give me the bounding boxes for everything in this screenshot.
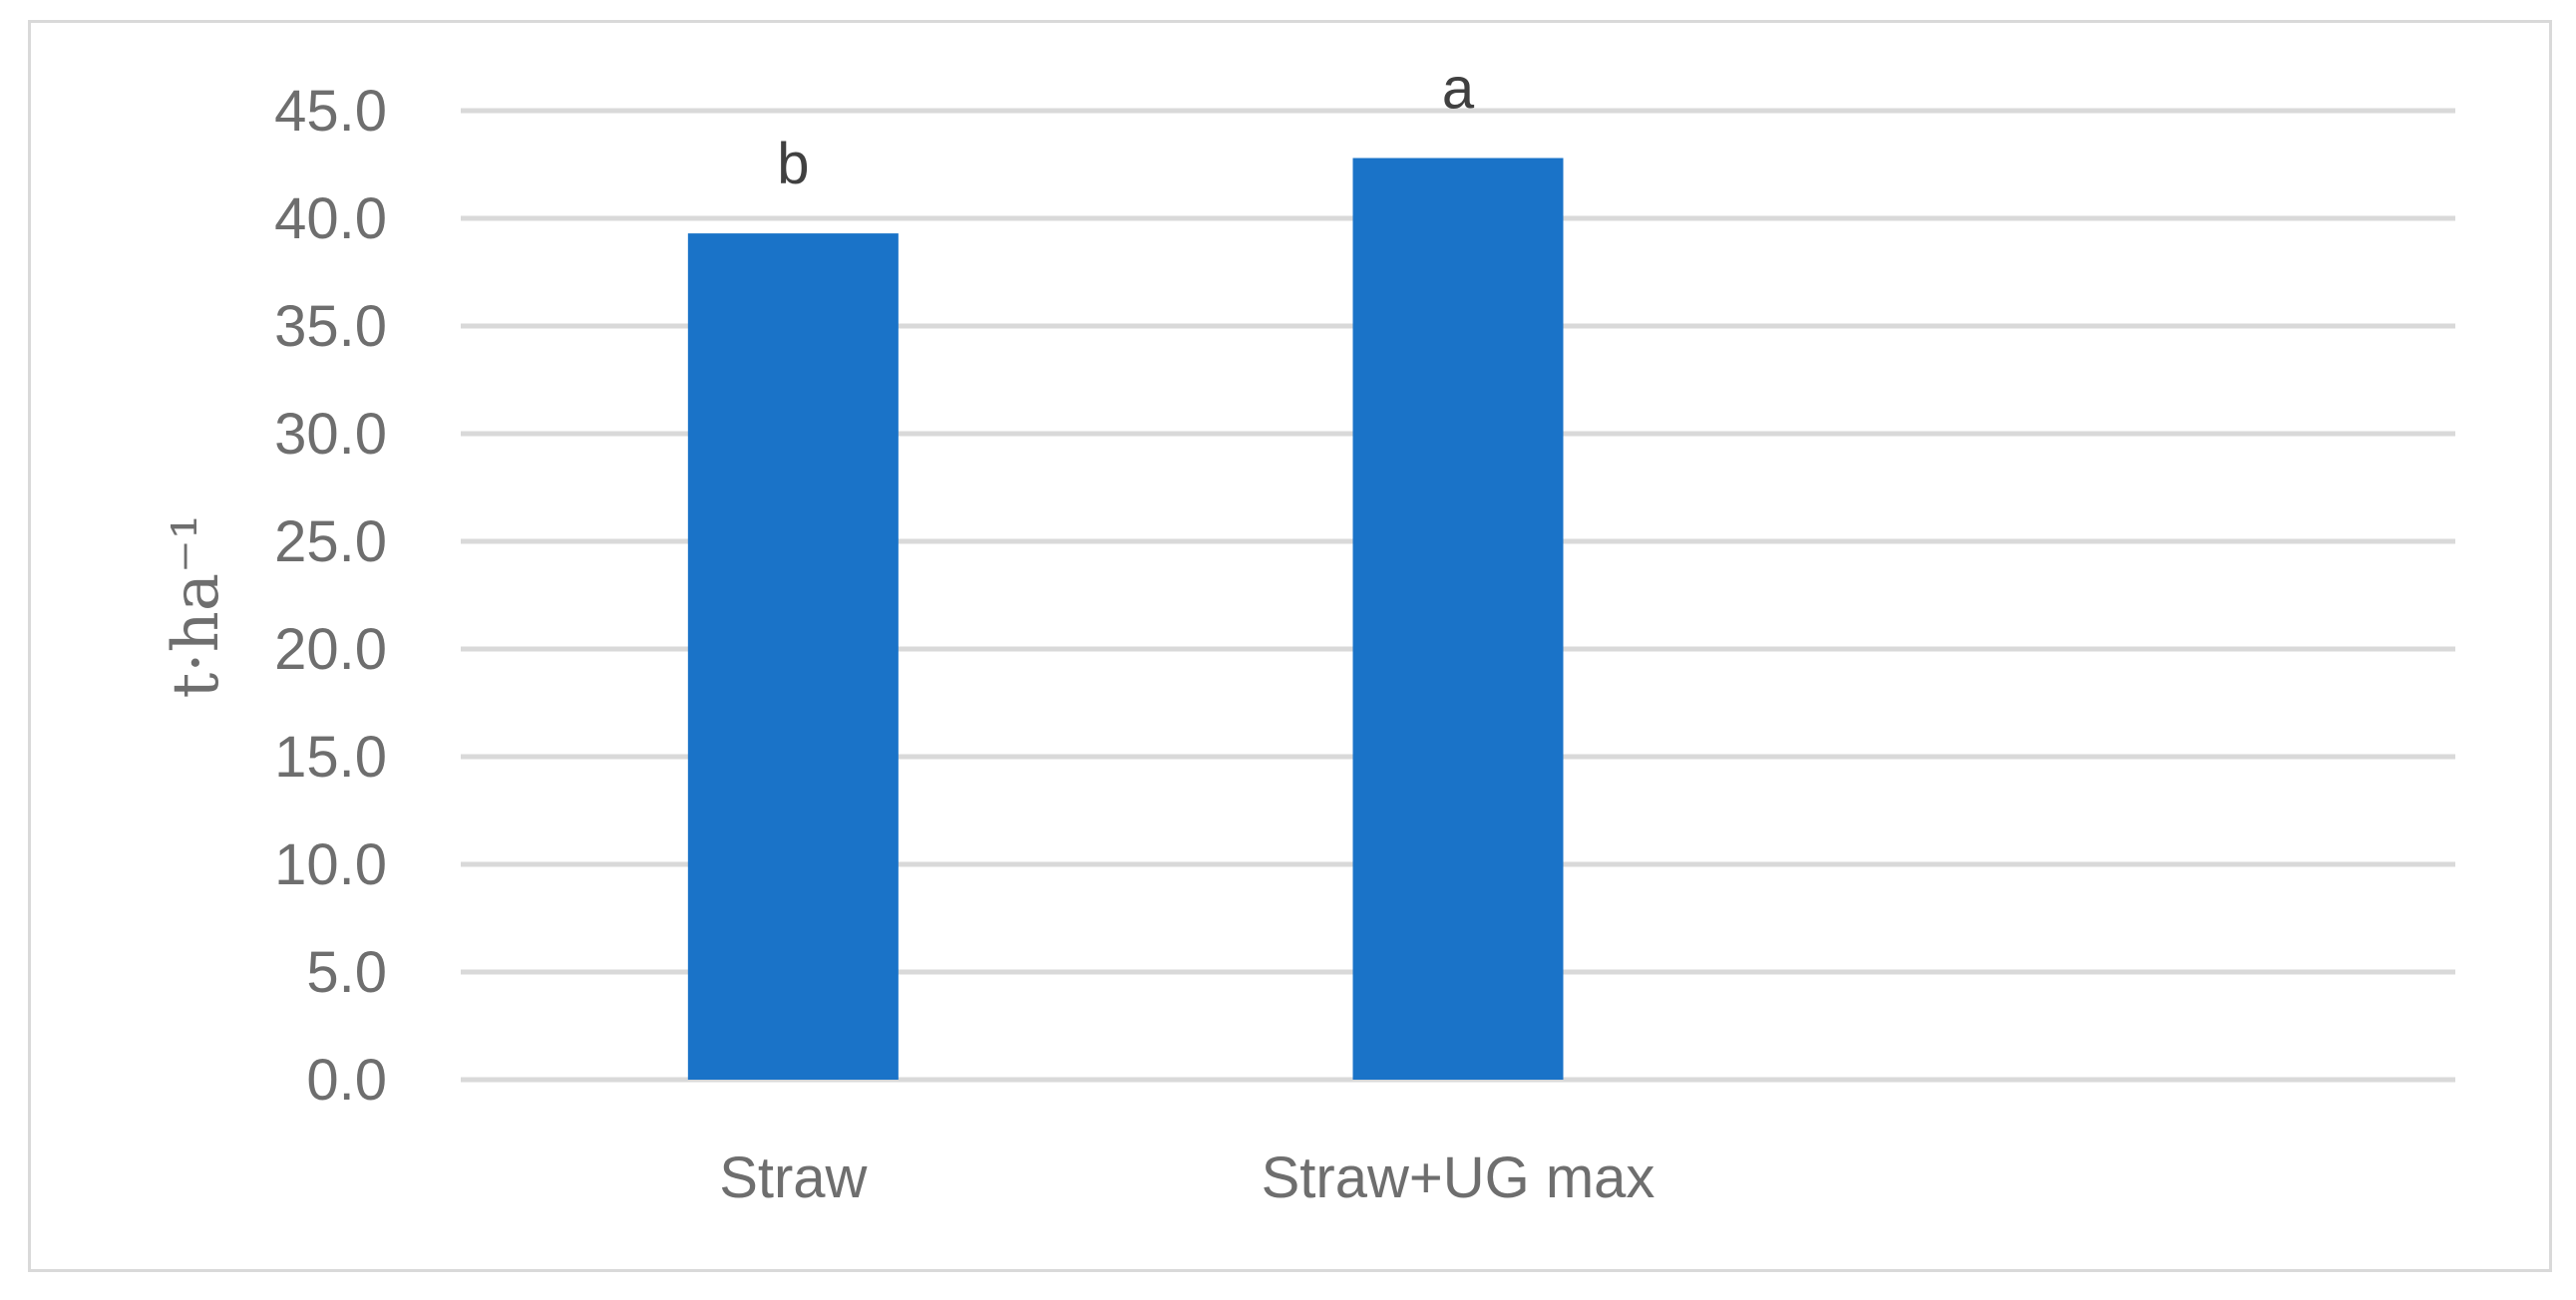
bar-straw-ug-max [1352,158,1564,1080]
data-labels: ba [777,57,1475,197]
x-category-label: Straw+UG max [1262,1145,1656,1210]
x-category-label: Straw [719,1145,868,1210]
data-label: a [1442,57,1475,122]
y-axis-ticks: 0.0 5.0 10.0 15.0 20.0 25.0 30.0 35.0 40.0 45.0 [274,79,387,1113]
bar-straw [687,233,899,1080]
y-tick-label: 25.0 [274,509,387,574]
y-tick-label: 5.0 [306,940,387,1005]
y-tick-label: 35.0 [274,294,387,359]
y-tick-label: 45.0 [274,79,387,144]
data-label: b [777,132,809,196]
y-tick-label: 10.0 [274,832,387,897]
y-tick-label: 0.0 [306,1048,387,1113]
x-axis-categories: Straw Straw+UG max [719,1145,1655,1210]
bars [687,158,1564,1080]
y-tick-label: 20.0 [274,617,387,682]
y-tick-label: 15.0 [274,725,387,790]
y-tick-label: 30.0 [274,402,387,467]
y-tick-label: 40.0 [274,186,387,251]
chart-frame [28,20,2552,1272]
y-axis-title: t·ha⁻¹ [160,514,233,699]
